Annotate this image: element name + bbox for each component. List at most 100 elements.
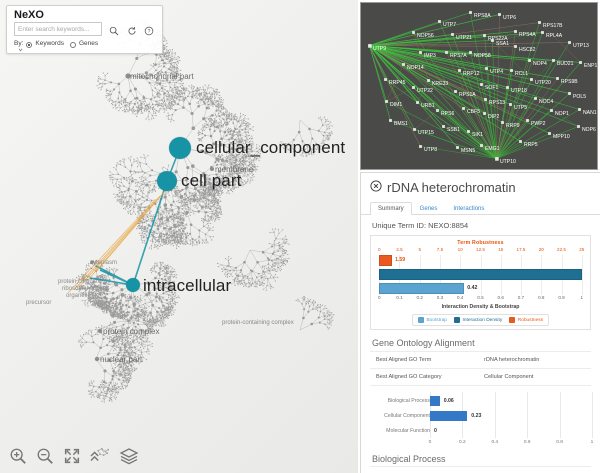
axis-tick-top: 7.5	[436, 247, 444, 252]
gene-label: UTP8	[424, 147, 437, 153]
close-circle-icon[interactable]	[370, 180, 382, 195]
axis-tick-top: 22.5	[557, 247, 566, 252]
radio-genes[interactable]	[69, 41, 76, 48]
bar-bootstrap[interactable]	[379, 283, 465, 294]
legend-swatch-bootstrap	[417, 317, 424, 323]
gene-label: DIP2	[488, 114, 499, 120]
gene-label: UTP18	[511, 88, 527, 94]
axis-tick-top: 10	[457, 247, 463, 252]
table-row: Best Aligned GO Term rDNA heterochromati…	[370, 352, 591, 369]
go-bar-value: 0.06	[443, 398, 454, 404]
gene-label: NOP58	[474, 53, 491, 59]
gene-interaction-network[interactable]: UTP9 NOP56 UTP7 RPS8A UTP6 RPS17B UTP21 RPS22A R…	[360, 2, 598, 170]
legend-swatch-interaction-density	[453, 317, 460, 323]
axis-tick-bottom: 0.5	[477, 295, 484, 300]
zoom-out-icon[interactable]	[36, 447, 54, 470]
gene-label: KRE33	[432, 81, 448, 87]
search-input[interactable]	[14, 22, 102, 36]
table-row: Best Aligned GO Category Cellular Compon…	[370, 369, 591, 386]
radio-genes-label: Genes	[78, 40, 99, 47]
search-by-label: By:	[14, 40, 24, 47]
tab-interactions[interactable]: Interactions	[453, 206, 485, 212]
layers-icon[interactable]	[119, 447, 139, 470]
tree-node-cell-part[interactable]	[157, 171, 177, 191]
gene-label: BUD21	[557, 61, 574, 67]
biological-process-divider	[370, 466, 591, 467]
robustness-chart-card: Term Robustness 0 2.5 5 7.5 10 12.5 15 17.5 20 22…	[370, 235, 591, 330]
page-title: rDNA heterochromatin	[387, 180, 516, 195]
axis-tick-bottom: 0.6	[497, 295, 504, 300]
ontology-tree-canvas[interactable]: cellular_component cell part intracellul…	[0, 0, 358, 473]
axis-tick: 0.8	[556, 440, 563, 445]
axis-tick: 0.6	[523, 440, 531, 445]
gene-label: UTP13	[573, 43, 589, 49]
help-icon[interactable]: ?	[144, 23, 154, 41]
axis-tick-bottom: 0	[377, 295, 381, 300]
go-bar[interactable]	[430, 396, 440, 406]
unique-term-id: Unique Term ID: NEXO:8854	[372, 221, 469, 230]
legend-item-robustness[interactable]: Robustness	[509, 317, 543, 323]
gene-label: PWP2	[531, 121, 546, 127]
bar-value-label: 0.42	[467, 285, 478, 291]
tab-summary[interactable]: Summary	[370, 202, 412, 215]
gene-label: RPS13	[489, 100, 505, 106]
axis-tick-bottom: 0.8	[538, 295, 545, 300]
gridline	[592, 392, 593, 438]
radio-keywords[interactable]	[26, 41, 33, 48]
robustness-bottom-axis: 0 0.1 0.2 0.3 0.4 0.5 0.6 0.7 0.8 0.9 1	[375, 295, 586, 304]
tab-genes[interactable]: Genes	[419, 206, 438, 212]
axis-tick-top: 2.5	[396, 247, 403, 252]
tree-node-cellular-component[interactable]	[169, 137, 191, 159]
axis-tick-top: 12.5	[476, 247, 485, 252]
legend-item-interaction-density[interactable]: Interaction Density	[453, 317, 502, 323]
axis-tick-top: 25	[579, 247, 585, 252]
gene-label: MPP10	[553, 134, 570, 140]
gene-label: HSC82	[519, 47, 536, 53]
gene-label: RPS8A	[474, 13, 491, 19]
go-bar[interactable]	[430, 411, 468, 421]
bar-interaction-density[interactable]	[379, 269, 582, 280]
axis-tick: 1	[590, 440, 594, 445]
gene-label: UTP22	[417, 88, 433, 94]
gene-label: UTP10	[500, 159, 516, 165]
search-icon[interactable]	[109, 23, 119, 41]
gene-label: NOP6	[582, 127, 596, 133]
chevron-down-icon[interactable]	[17, 42, 24, 60]
go-alignment-heading: Gene Ontology Alignment	[372, 338, 475, 348]
gene-label: POL5	[573, 94, 586, 100]
gene-label: RRP9	[506, 123, 520, 129]
gene-label: RPL4A	[546, 33, 563, 39]
gene-label: IMP3	[424, 53, 436, 59]
axis-tick-bottom: 0.9	[558, 295, 565, 300]
search-mode-row: By: Keywords Genes	[14, 40, 99, 48]
axis-tick-bottom: 0.4	[457, 295, 464, 300]
bar-robustness[interactable]	[379, 255, 393, 266]
robustness-xaxis-label: Interaction Density & Bootstrap	[441, 304, 520, 310]
gene-label: UTP15	[418, 130, 434, 136]
gene-label: UTP9	[373, 46, 386, 52]
fit-screen-icon[interactable]	[63, 447, 81, 470]
refresh-icon[interactable]	[127, 23, 137, 41]
gene-label: RCL1	[515, 71, 528, 77]
ontology-tree-graphic	[67, 20, 335, 403]
legend-label-robustness: Robustness	[517, 317, 544, 323]
axis-tick-bottom: 0.7	[517, 295, 525, 300]
collapse-icon[interactable]	[90, 447, 110, 470]
search-panel[interactable]: NeXO ?	[6, 5, 163, 54]
gene-label: NOP4	[533, 61, 547, 67]
zoom-in-icon[interactable]	[9, 447, 27, 470]
gene-label: EMG1	[485, 146, 500, 152]
axis-tick: 0	[428, 440, 432, 445]
robustness-chart-title: Term Robustness	[457, 240, 504, 246]
gene-label: RPS4A	[519, 32, 536, 38]
gene-label: NOP14	[407, 65, 424, 71]
tree-node-intracellular[interactable]	[126, 278, 140, 292]
legend-item-bootstrap[interactable]: Bootstrap	[417, 317, 447, 323]
gene-label: UTP20	[535, 80, 551, 86]
gene-label: RRP12	[463, 71, 480, 77]
gridline	[494, 392, 496, 438]
gene-label: RPS7A	[450, 53, 467, 59]
detail-tabs: Summary Genes Interactions	[361, 199, 600, 215]
legend-label-bootstrap: Bootstrap	[426, 317, 447, 323]
